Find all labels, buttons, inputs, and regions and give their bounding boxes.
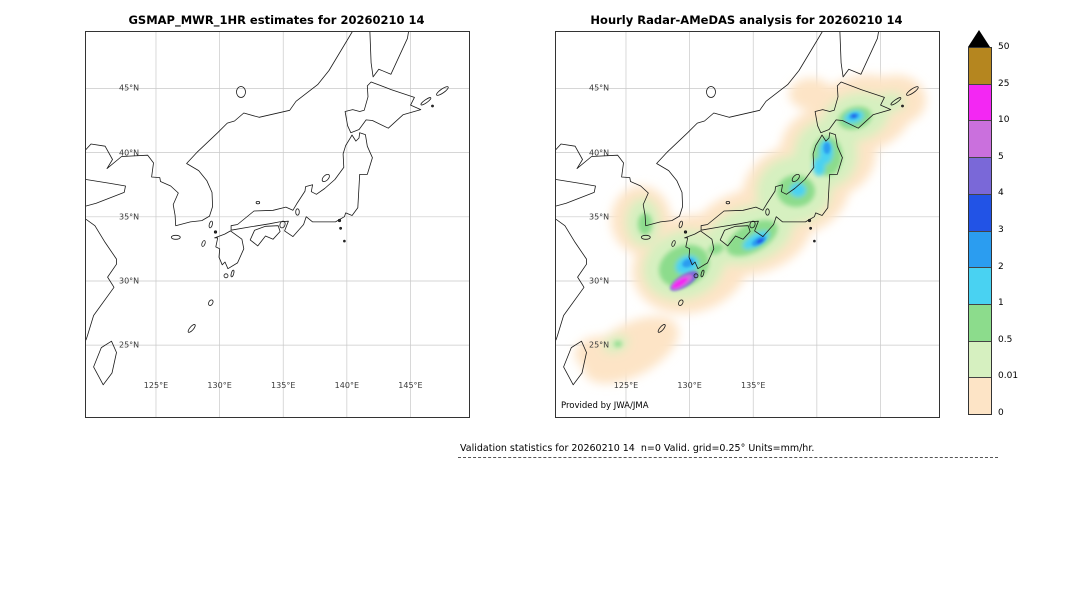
colorbar-tick-label: 0.5 [998,334,1013,345]
precip-blob [614,341,622,347]
gsmap-map-panel: 45°N 40°N 35°N 30°N 25°N 125°E 130°E 135°E 140°E… [85,31,470,418]
lon-tick-label: 145°E [398,381,423,390]
lat-tick-label: 35°N [589,212,610,222]
colorbar-segment [969,230,991,268]
colorbar-segment [969,340,991,378]
precip-blob [877,92,905,112]
lat-tick-label: 30°N [119,276,140,286]
lat-tick-label: 40°N [119,148,140,158]
data-credit: Provided by JWA/JMA [561,401,649,411]
precip-blob [756,238,764,244]
validation-statistics-text: Validation statistics for 20260210 14 n=… [460,443,815,454]
precip-blob [813,158,825,176]
lon-tick-label: 125°E [613,381,639,390]
colorbar-tick-label: 3 [998,225,1004,235]
lon-tick-label: 135°E [741,381,766,390]
colorbar-segment [969,193,991,231]
coastline [86,32,450,386]
gsmap-map-canvas [86,32,469,417]
radar-map-canvas [556,32,939,417]
colorbar-tick-label: 10 [998,115,1010,126]
lat-tick-label: 25°N [589,340,610,350]
left-panel-title: GSMAP_MWR_1HR estimates for 20260210 14 [128,13,425,27]
radar-amedas-map-panel: Provided by JWA/JMA 45°N 40°N 35°N 30°N 25°N… [555,31,940,418]
lat-tick-label: 30°N [589,276,610,286]
colorbar-segment [969,303,991,341]
colorbar-tick-label: 5 [998,151,1004,162]
colorbar: 50 25 10 5 4 3 2 1 0.5 0.01 0 [968,30,1032,430]
colorbar-tick-label: 0.01 [998,371,1019,382]
colorbar-tick-label: 1 [998,298,1004,309]
colorbar-tick-label: 25 [998,78,1010,89]
precip-blob [851,114,857,118]
precipitation-shading-core [670,112,859,291]
colorbar-tick-label: 2 [998,261,1004,272]
graticule [86,32,469,417]
colorbar-segment [969,157,991,194]
lat-tick-label: 25°N [119,340,140,350]
lon-tick-label: 135°E [271,381,296,390]
precip-blob [672,277,688,289]
precip-blob [823,142,831,154]
precip-blob [790,183,806,197]
dashed-divider [458,457,998,458]
colorbar-segment [969,267,991,304]
colorbar-tick-label: 4 [998,188,1004,199]
lon-tick-label: 130°E [677,381,702,390]
lat-tick-label: 45°N [119,83,140,93]
lat-tick-label: 45°N [589,83,610,93]
precip-blob [789,78,833,110]
right-panel-title: Hourly Radar-AMeDAS analysis for 2026021… [590,13,903,27]
colorbar-tick-label: 0 [998,408,1004,418]
colorbar-tick-label: 50 [998,42,1010,52]
overflow-triangle-icon [968,30,990,47]
lon-tick-label: 125°E [143,381,169,390]
colorbar-segment [969,120,991,158]
colorbar-scale [968,47,992,415]
precip-blob [638,213,652,235]
lon-tick-label: 130°E [207,381,232,390]
lat-tick-label: 35°N [119,212,140,222]
colorbar-segment [969,83,991,121]
colorbar-segment [969,48,991,84]
lat-tick-label: 40°N [589,148,610,158]
colorbar-segment [969,377,991,415]
lon-tick-label: 140°E [334,381,360,390]
